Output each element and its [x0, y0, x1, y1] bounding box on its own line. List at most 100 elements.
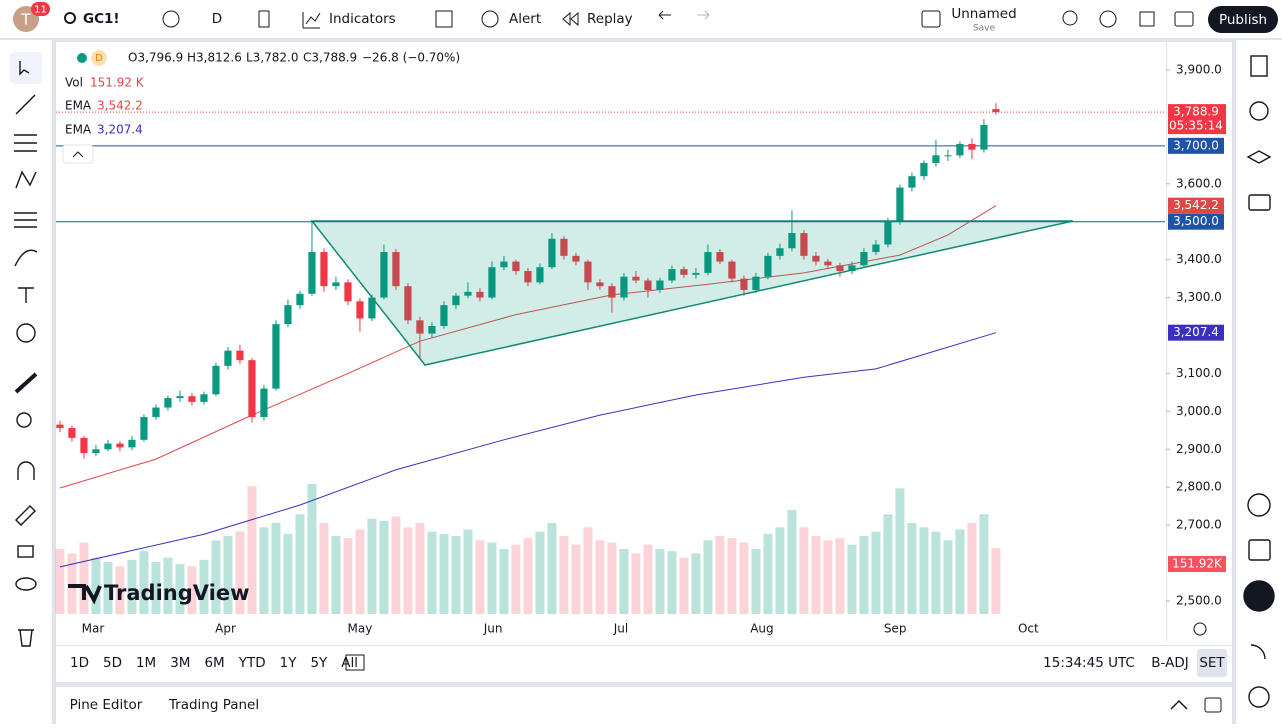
goto-date[interactable]	[345, 654, 365, 671]
expand-panel[interactable]	[1170, 699, 1188, 710]
volume-bar	[895, 488, 905, 614]
publish-button[interactable]	[1208, 6, 1278, 33]
layouts[interactable]	[435, 10, 453, 28]
chevron	[72, 151, 84, 158]
emoji-tool[interactable]	[16, 323, 36, 343]
undo[interactable]	[658, 10, 671, 20]
maximize-panel[interactable]	[1204, 697, 1222, 713]
fullscreen[interactable]	[1139, 11, 1155, 27]
panel-tab[interactable]: Pine Editor	[70, 697, 143, 713]
x-tick-label: Mar	[82, 622, 105, 636]
indicators[interactable]: Indicators	[329, 11, 396, 27]
magnet-tool[interactable]	[17, 461, 35, 480]
axis-settings[interactable]	[1193, 622, 1207, 636]
volume-bar	[175, 564, 185, 614]
candle-body	[296, 293, 304, 306]
lock-tool[interactable]	[17, 545, 34, 558]
help[interactable]	[1248, 686, 1270, 708]
candle-body	[740, 278, 748, 290]
candle-body	[536, 267, 544, 283]
range-button[interactable]: 1M	[136, 655, 156, 671]
range-button[interactable]: 1D	[70, 655, 89, 671]
candle-body	[476, 291, 484, 298]
volume-bar	[919, 527, 929, 614]
volume-bar	[199, 559, 209, 614]
legend-value: 3,542.2	[97, 99, 143, 113]
symbol[interactable]: GC1!	[83, 11, 120, 27]
add-symbol[interactable]	[162, 10, 180, 28]
legend-label: Vol	[65, 76, 83, 90]
brush-tool[interactable]	[14, 249, 38, 267]
candle-body	[236, 350, 244, 361]
snapshot[interactable]	[1174, 11, 1194, 27]
range-button[interactable]: 3M	[170, 655, 190, 671]
measure-tool[interactable]	[14, 372, 38, 394]
cursor-tool[interactable]	[19, 61, 30, 76]
y-tick-label: 3,900.0	[1176, 62, 1222, 76]
delete-tool[interactable]	[18, 629, 34, 647]
replay[interactable]: Replay	[587, 11, 633, 27]
x-tick-label: Oct	[1018, 622, 1039, 636]
redo[interactable]	[697, 10, 710, 20]
y-tick-label: 3,300.0	[1176, 290, 1222, 304]
volume-bar	[427, 531, 437, 614]
range-button[interactable]: YTD	[238, 655, 266, 671]
watchlist[interactable]	[1250, 55, 1268, 77]
candle-body	[452, 295, 460, 306]
range-button[interactable]: All	[341, 655, 358, 671]
bar-style[interactable]	[258, 10, 270, 28]
layout-name[interactable]: Unnamed	[951, 6, 1016, 22]
text-tool[interactable]	[18, 287, 34, 303]
volume-bar	[91, 557, 101, 614]
range-button[interactable]: 5D	[103, 655, 122, 671]
chats[interactable]	[1248, 194, 1271, 211]
candle-body	[920, 162, 928, 177]
fib-tool[interactable]	[14, 134, 37, 152]
line-tool[interactable]	[15, 94, 36, 115]
tool-active[interactable]	[10, 52, 42, 84]
targets[interactable]	[1247, 493, 1271, 517]
settings[interactable]	[1099, 10, 1117, 28]
alerts-panel[interactable]	[1249, 101, 1269, 121]
session[interactable]: SET	[1199, 655, 1225, 671]
candle-body	[308, 252, 316, 294]
candle-body	[152, 407, 160, 418]
range-button[interactable]: 5Y	[310, 655, 328, 671]
panel-tab[interactable]: Trading Panel	[168, 697, 259, 713]
candle-body	[140, 417, 148, 440]
candle-body	[212, 365, 220, 395]
candle-body	[968, 143, 976, 150]
y-tick-label: 2,900.0	[1176, 442, 1222, 456]
hide-tool[interactable]	[15, 577, 37, 591]
candle-body	[752, 276, 760, 290]
volume-bar	[463, 529, 473, 614]
range-button[interactable]: 6M	[204, 655, 224, 671]
volume-bar	[847, 544, 857, 614]
quick-search[interactable]	[1062, 10, 1078, 26]
x-tick-label: Jul	[613, 622, 628, 636]
streams[interactable]	[1250, 644, 1266, 660]
adjustment[interactable]: B-ADJ	[1151, 655, 1188, 671]
save[interactable]: Save	[973, 24, 996, 34]
stay-drawing[interactable]	[15, 505, 36, 526]
candle-body	[620, 276, 628, 298]
apps[interactable]	[1243, 580, 1275, 612]
interval[interactable]: D	[212, 11, 222, 27]
zoom-tool[interactable]	[16, 412, 32, 428]
alert[interactable]: Alert	[509, 11, 541, 27]
volume-bar	[751, 549, 761, 614]
calendar[interactable]	[1248, 539, 1271, 561]
volume-bar	[559, 536, 569, 614]
price-badge-bg	[1168, 137, 1224, 154]
range-button[interactable]: 1Y	[280, 655, 298, 671]
ema-badge: 3,207.4	[1173, 325, 1219, 339]
projection-tool[interactable]	[14, 212, 37, 228]
range-bar: 1D 5D 1M 3M 6M YTD 1Y 5Y All	[70, 655, 358, 671]
pattern-tool[interactable]	[15, 170, 37, 189]
collapse-legend[interactable]	[62, 144, 94, 164]
layout-icon	[921, 10, 941, 28]
volume-bar	[415, 523, 425, 614]
volume-bar	[391, 516, 401, 614]
triangle-drawing[interactable]	[310, 220, 1074, 366]
layers[interactable]	[1246, 150, 1272, 164]
